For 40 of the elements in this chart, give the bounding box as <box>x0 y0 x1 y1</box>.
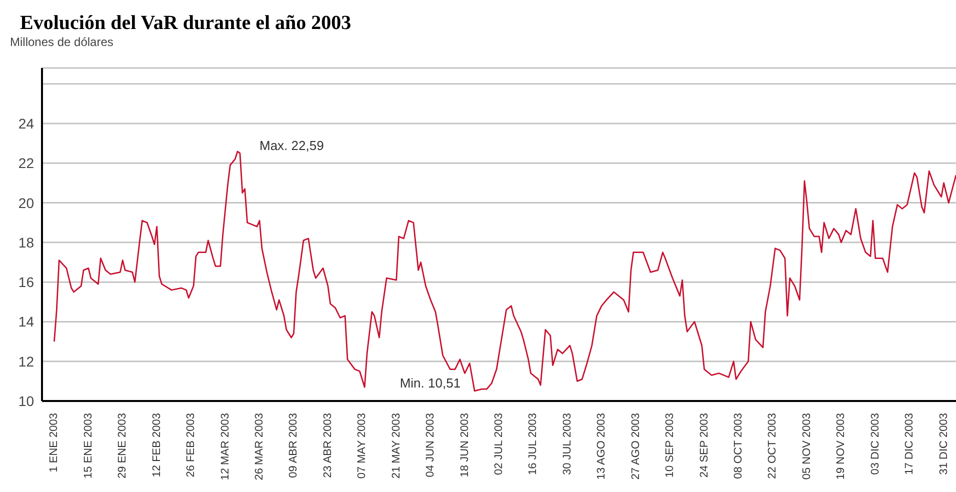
x-tick-label: 29 ENE 2003 <box>116 413 129 478</box>
x-tick-label: 23 ABR 2003 <box>322 413 334 478</box>
annotation: Max. 22,59 <box>260 138 324 154</box>
x-tick-label: 30 JUL 2003 <box>561 413 574 475</box>
y-tick-label: 24 <box>18 115 34 132</box>
x-tick-label: 17 DIC 2003 <box>904 413 916 475</box>
y-tick-label: 16 <box>18 274 34 290</box>
line-series <box>54 150 956 392</box>
x-tick-label: 12 MAR 2003 <box>219 413 232 480</box>
x-tick-label: 24 SEP 2003 <box>698 413 710 478</box>
y-tick-label: 18 <box>18 234 34 250</box>
annotation: Min. 10,51 <box>400 376 461 391</box>
y-tick-label: 22 <box>18 155 34 172</box>
x-tick-label: 26 FEB 2003 <box>185 413 198 478</box>
x-tick-label: 18 JUN 2003 <box>458 413 471 478</box>
x-tick-label: 02 JUL 2003 <box>493 413 505 475</box>
x-tick-label: 16 JUL 2003 <box>527 413 540 475</box>
x-tick-label: 04 JUN 2003 <box>424 413 437 478</box>
x-tick-label: 03 DIC 2003 <box>869 413 882 475</box>
x-tick-label: 09 ABR 2003 <box>288 413 300 478</box>
y-tick-label: 14 <box>18 314 34 330</box>
x-tick-label: 13 AGO 2003 <box>596 413 608 480</box>
x-tick-label: 10 SEP 2003 <box>664 413 676 478</box>
x-tick-label: 21 MAY 2003 <box>390 413 402 479</box>
x-tick-label: 12 FEB 2003 <box>150 413 163 478</box>
y-axis-title: Millones de dólares <box>10 35 114 49</box>
x-tick-label: 05 NOV 2003 <box>800 413 813 480</box>
x-tick-label: 08 OCT 2003 <box>732 413 744 479</box>
x-tick-label: 19 NOV 2003 <box>835 413 848 480</box>
y-tick-label: 10 <box>18 392 34 409</box>
x-tick-label: 22 OCT 2003 <box>766 413 779 479</box>
y-tick-label: 12 <box>18 353 34 370</box>
x-tick-label: 31 DIC 2003 <box>938 413 950 475</box>
x-tick-label: 15 ENE 2003 <box>82 413 94 478</box>
y-tick-label: 20 <box>18 194 34 211</box>
x-tick-label: 27 AGO 2003 <box>630 413 642 480</box>
x-tick-label: 07 MAY 2003 <box>356 413 368 479</box>
x-tick-label: 26 MAR 2003 <box>254 413 266 480</box>
x-tick-label: 1 ENE 2003 <box>48 413 60 472</box>
chart-title: Evolución del VaR durante el año 2003 <box>20 12 352 35</box>
